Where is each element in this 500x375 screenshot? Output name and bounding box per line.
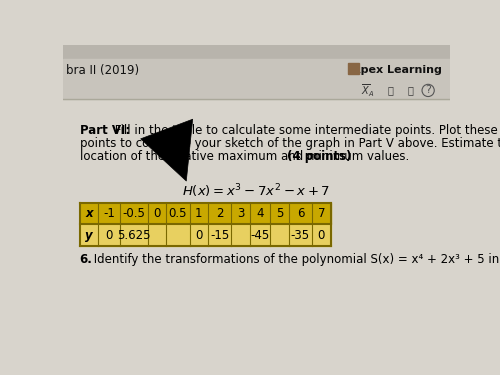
Text: points to complete your sketch of the graph in Part V above. Estimate the: points to complete your sketch of the gr… [80, 137, 500, 150]
Bar [80, 203, 330, 224]
Bar [348, 63, 358, 74]
Text: Identify the transformations of the polynomial S(x) = x⁴ + 2x³ + 5 in the: Identify the transformations of the poly… [90, 253, 500, 266]
Text: Part VI:: Part VI: [80, 124, 130, 137]
Text: ?: ? [425, 86, 431, 95]
Text: 0: 0 [154, 207, 160, 220]
Bar [80, 224, 330, 246]
Text: -35: -35 [291, 229, 310, 242]
Bar [62, 59, 450, 82]
Text: $H(x) = x^3 - 7x^2 - x + 7$: $H(x) = x^3 - 7x^2 - x + 7$ [182, 182, 330, 200]
Bar [62, 82, 450, 99]
Text: 1: 1 [195, 207, 202, 220]
Text: $\overline{X}_A$: $\overline{X}_A$ [361, 82, 374, 99]
Text: location of the relative maximum and minimum values.: location of the relative maximum and min… [80, 150, 412, 164]
Bar [62, 45, 450, 59]
Text: x: x [85, 207, 92, 220]
Text: 🖨: 🖨 [408, 86, 413, 95]
Text: -1: -1 [103, 207, 115, 220]
Text: 0: 0 [195, 229, 202, 242]
Text: 5.625: 5.625 [117, 229, 150, 242]
Text: 0.5: 0.5 [168, 207, 187, 220]
Text: -15: -15 [210, 229, 230, 242]
Text: 0: 0 [318, 229, 325, 242]
Text: -45: -45 [250, 229, 270, 242]
Text: Fill in the table to calculate some intermediate points. Plot these: Fill in the table to calculate some inte… [110, 124, 498, 137]
Text: 5: 5 [276, 207, 283, 220]
Text: Apex Learning: Apex Learning [352, 65, 442, 75]
Text: 0: 0 [106, 229, 112, 242]
Text: 6.: 6. [80, 253, 92, 266]
Text: -0.5: -0.5 [122, 207, 145, 220]
Text: y: y [85, 229, 92, 242]
Text: 4: 4 [256, 207, 264, 220]
Text: 2: 2 [216, 207, 224, 220]
Text: (4 points): (4 points) [287, 150, 352, 164]
Text: bra II (2019): bra II (2019) [66, 64, 140, 77]
Text: 6: 6 [296, 207, 304, 220]
Text: 🔊: 🔊 [388, 86, 394, 95]
Text: 7: 7 [318, 207, 325, 220]
Text: 3: 3 [237, 207, 244, 220]
